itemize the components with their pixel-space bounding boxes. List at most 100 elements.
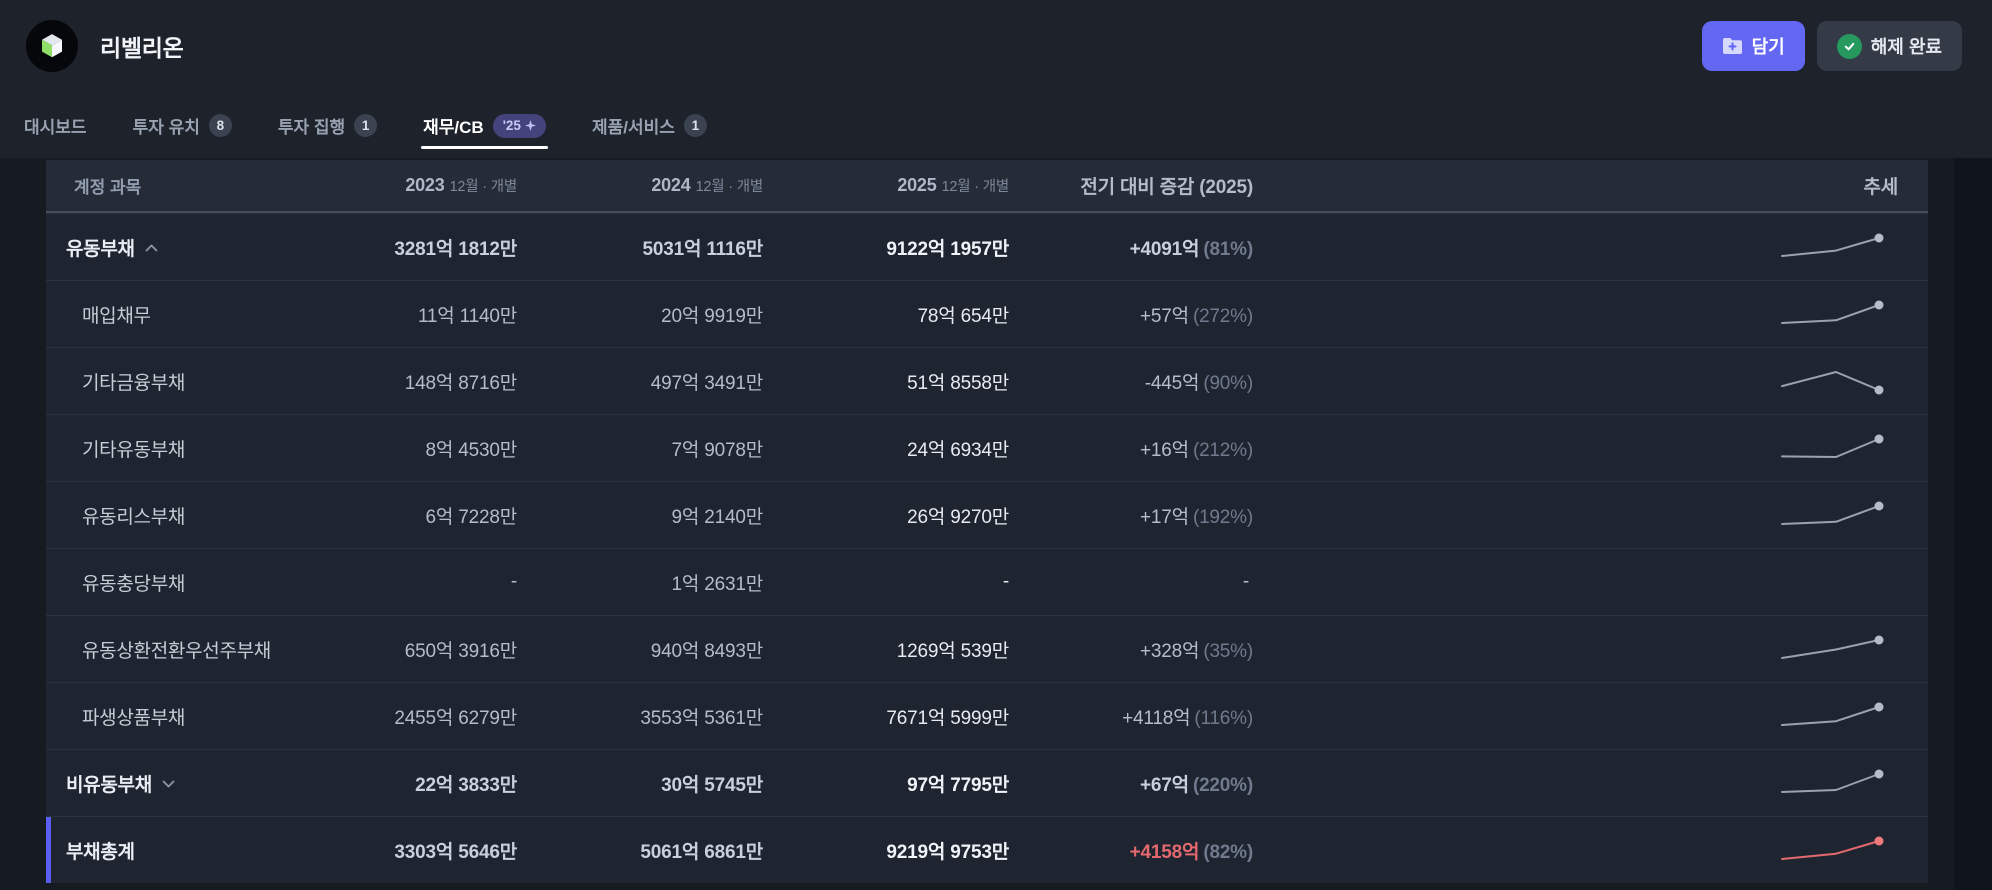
- table-row-other-financial-liabilities: 기타금융부채 148억 8716만 497억 3491만 51억 8558만 -…: [46, 347, 1928, 414]
- tab-count-badge: 8: [208, 114, 232, 137]
- column-change: 전기 대비 증감 (2025): [1080, 177, 1253, 198]
- financial-table: 계정 과목 2023 12월 · 개별 2024 12월 · 개별 2025 12월 …: [46, 160, 1928, 883]
- cube-logo-icon: [42, 34, 62, 58]
- trend-sparkline: [1748, 433, 1898, 463]
- tab-investment-attraction[interactable]: 투자 유치 8: [133, 113, 232, 158]
- value-2024: 7억 9078만: [671, 439, 764, 461]
- tab-investment-execution[interactable]: 투자 집행 1: [278, 113, 378, 158]
- change-percent: (81%): [1203, 238, 1253, 260]
- row-label: 기타유동부채: [82, 439, 186, 461]
- change-delta: +4118억: [1122, 707, 1191, 729]
- change-percent: (212%): [1192, 439, 1253, 461]
- table-row-total-liabilities: 부채총계 3303억 5646만 5061억 6861만 9219억 9753만…: [46, 816, 1928, 883]
- change-delta: +67억: [1140, 774, 1189, 796]
- change-delta: +4091억: [1129, 238, 1200, 260]
- value-2023: 2455억 6279만: [394, 707, 517, 729]
- trend-sparkline: [1748, 701, 1898, 731]
- change-delta: +328억: [1140, 640, 1200, 662]
- value-2023: 3281억 1812만: [394, 238, 517, 260]
- row-label: 부채총계: [66, 841, 135, 863]
- table-header: 계정 과목 2023 12월 · 개별 2024 12월 · 개별 2025 12월 …: [46, 160, 1928, 213]
- tab-dashboard[interactable]: 대시보드: [24, 118, 87, 137]
- value-2025: 26억 9270만: [907, 506, 1009, 528]
- check-circle-icon: [1836, 33, 1862, 59]
- add-button-label: 담기: [1751, 37, 1785, 57]
- row-label: 유동충당부채: [82, 573, 186, 595]
- table-row-other-current-liabilities: 기타유동부채 8억 4530만 7억 9078만 24억 6934만 +16억(…: [46, 414, 1928, 481]
- table-row-current-redeemable-convertible-preferred-liabilities: 유동상환전환우선주부채 650억 3916만 940억 8493만 1269억 …: [46, 615, 1928, 682]
- value-2025: 9219억 9753만: [886, 841, 1009, 863]
- value-2023: 650억 3916만: [404, 640, 517, 662]
- value-2023: 22억 3833만: [415, 774, 517, 796]
- row-label: 기타금융부채: [82, 372, 186, 394]
- tab-count-badge: 1: [683, 114, 707, 137]
- change-percent: (90%): [1203, 372, 1253, 394]
- value-2024: 9억 2140만: [671, 506, 764, 528]
- value-2025: 1269억 539만: [896, 640, 1009, 662]
- column-trend: 추세: [1863, 177, 1898, 198]
- value-2024: 20억 9919만: [661, 305, 763, 327]
- row-label: 유동리스부채: [82, 506, 186, 528]
- value-2024: 30억 5745만: [661, 774, 763, 796]
- change-delta: +4158억: [1129, 841, 1200, 863]
- company-name: 리벨리온: [100, 35, 184, 61]
- row-label: 파생상품부채: [82, 707, 186, 729]
- change-percent: (192%): [1192, 506, 1253, 528]
- trend-sparkline: [1748, 366, 1898, 396]
- value-2024: 5031억 1116만: [642, 238, 764, 260]
- value-2024: 3553억 5361만: [640, 707, 763, 729]
- change-percent: (220%): [1192, 774, 1253, 796]
- company-logo: [26, 20, 78, 72]
- done-button-label: 해제 완료: [1870, 37, 1942, 57]
- change-delta: -: [1242, 571, 1249, 592]
- row-label: 매입채무: [82, 305, 151, 327]
- value-2023: 3303억 5646만: [394, 841, 517, 863]
- row-label: 유동부채: [66, 238, 135, 260]
- folder-plus-icon: [1722, 38, 1742, 54]
- chevron-down-icon: [162, 780, 175, 788]
- value-2024: 5061억 6861만: [640, 841, 763, 863]
- trend-sparkline: [1748, 299, 1898, 329]
- add-to-folder-button[interactable]: 담기: [1701, 21, 1805, 71]
- right-background-strip: [1954, 158, 1992, 890]
- change-percent: (82%): [1203, 841, 1253, 863]
- value-2025: 24억 6934만: [907, 439, 1009, 461]
- value-2023: 8억 4530만: [425, 439, 518, 461]
- value-2023: 148억 8716만: [404, 372, 517, 394]
- tab-product-service[interactable]: 제품/서비스 1: [592, 113, 707, 158]
- table-row-derivative-liabilities: 파생상품부채 2455억 6279만 3553억 5361만 7671억 599…: [46, 682, 1928, 749]
- topbar-main: 리벨리온 담기 해제 완료: [0, 0, 1992, 92]
- value-2024: 1억 2631만: [671, 573, 764, 595]
- change-delta: +16억: [1140, 439, 1189, 461]
- trend-sparkline: [1748, 232, 1898, 262]
- table-row-trade-payables: 매입채무 11억 1140만 20억 9919만 78억 654만 +57억 (2…: [46, 280, 1928, 347]
- topbar: 리벨리온 담기 해제 완료 대시보드 투자 유치: [0, 0, 1992, 158]
- column-2025: 2025 12월 · 개별: [897, 174, 1009, 195]
- row-label: 유동상환전환우선주부채: [82, 640, 271, 662]
- tab-year-badge: '25: [492, 113, 546, 138]
- value-2023: 6억 7228만: [425, 506, 518, 528]
- column-account: 계정 과목: [74, 178, 142, 197]
- table-row-current-liabilities[interactable]: 유동부채 3281억 1812만 5031억 1116만 9122억 1957만…: [46, 213, 1928, 280]
- content-area: 계정 과목 2023 12월 · 개별 2024 12월 · 개별 2025 12월 …: [0, 158, 1992, 890]
- trend-sparkline: [1748, 634, 1898, 664]
- release-complete-button[interactable]: 해제 완료: [1816, 21, 1962, 71]
- value-2023: 11억 1140만: [417, 305, 517, 327]
- tab-finance-cb[interactable]: 재무/CB '25: [421, 113, 548, 158]
- change-percent: (272%): [1192, 305, 1253, 327]
- table-row-non-current-liabilities[interactable]: 비유동부채 22억 3833만 30억 5745만 97억 7795만 +67억…: [46, 749, 1928, 816]
- tab-count-badge: 1: [354, 114, 378, 137]
- trend-sparkline: [1748, 768, 1898, 798]
- trend-sparkline: [1748, 500, 1898, 530]
- value-2025: 9122억 1957만: [886, 238, 1009, 260]
- value-2025: 51억 8558만: [907, 372, 1009, 394]
- change-delta: -445억: [1144, 372, 1200, 394]
- sparkle-icon: [524, 120, 536, 131]
- row-label: 비유동부채: [66, 774, 152, 796]
- column-2023: 2023 12월 · 개별: [405, 174, 517, 195]
- tab-bar: 대시보드 투자 유치 8 투자 집행 1 재무/CB '25 제품: [0, 92, 1992, 158]
- change-percent: (35%): [1203, 640, 1253, 662]
- column-2024: 2024 12월 · 개별: [651, 174, 763, 195]
- change-percent: (116%): [1194, 707, 1253, 729]
- value-2023: -: [510, 571, 517, 592]
